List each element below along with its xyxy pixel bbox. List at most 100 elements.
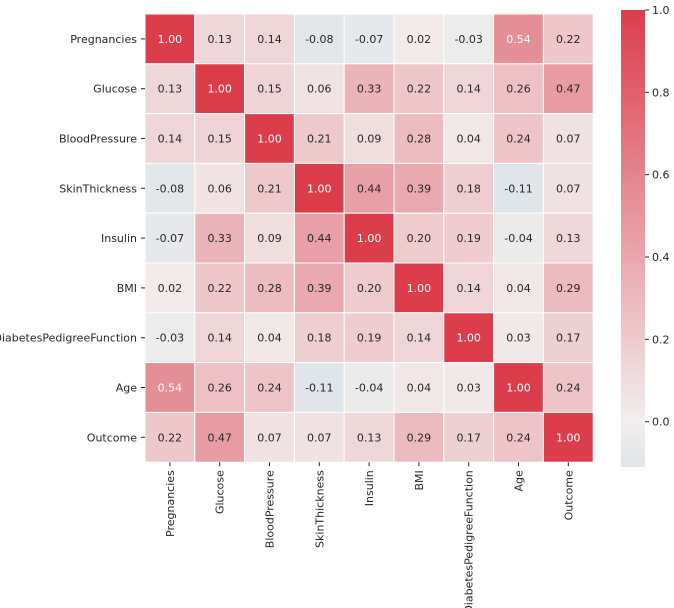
colorbar: 0.0 0.2 0.4 0.6 0.8 1.0	[621, 4, 670, 467]
cell-value-label: 0.22	[158, 431, 183, 444]
heatmap-cell	[144, 212, 196, 264]
cell-value-label: 0.47	[207, 431, 232, 444]
cell-value-label: 0.29	[407, 431, 432, 444]
y-tick-label: Outcome	[87, 431, 137, 444]
heatmap-cell	[343, 113, 395, 164]
x-tick-label: Pregnancies	[164, 470, 177, 537]
cell-value-label: 0.14	[257, 33, 282, 46]
cell-value-label: 0.06	[207, 182, 232, 195]
x-tick-label: Insulin	[363, 470, 376, 506]
cell-value-label: -0.11	[305, 382, 333, 395]
cell-value-label: 0.24	[506, 431, 531, 444]
heatmap-cell	[343, 312, 395, 364]
cell-value-label: 0.02	[407, 33, 432, 46]
x-tick-label: BloodPressure	[264, 470, 277, 548]
heatmap-cell	[144, 362, 196, 413]
heatmap-cell	[493, 262, 544, 314]
cell-value-label: 0.18	[307, 332, 332, 345]
colorbar-tick-label: 0.8	[652, 86, 670, 99]
cell-value-label: -0.11	[504, 182, 532, 195]
y-tick-label: BMI	[117, 282, 137, 295]
y-tick-label: DiabetesPedigreeFunction	[0, 332, 137, 345]
cell-value-label: 1.00	[257, 133, 282, 146]
heatmap-cell	[244, 411, 295, 463]
heatmap-cell	[443, 63, 495, 115]
heatmap-cell	[244, 262, 295, 314]
heatmap-cell	[343, 362, 395, 413]
cell-value-label: 0.47	[556, 83, 581, 96]
y-tick-label: Age	[116, 382, 138, 395]
cell-value-label: 0.24	[556, 382, 581, 395]
cell-value-label: -0.04	[504, 232, 532, 245]
y-tick-label: Insulin	[101, 232, 137, 245]
x-tick-label: Glucose	[214, 470, 227, 514]
cell-value-label: 1.00	[456, 332, 481, 345]
heatmap-cell	[194, 312, 246, 364]
heatmap-cell	[542, 362, 594, 413]
cell-value-label: 0.14	[456, 282, 481, 295]
cell-value-label: 0.07	[307, 431, 332, 444]
heatmap-cell	[393, 13, 445, 65]
heatmap-cell	[393, 362, 445, 413]
cell-value-label: 0.13	[158, 83, 183, 96]
heatmap-cell	[293, 262, 345, 314]
cell-value-label: 0.13	[207, 33, 232, 46]
cell-value-label: 0.17	[456, 431, 481, 444]
x-tick-label: Age	[513, 470, 526, 492]
colorbar-tick-label: 0.0	[652, 416, 670, 429]
x-tick-label: SkinThickness	[313, 470, 326, 548]
cell-value-label: 0.07	[257, 431, 282, 444]
heatmap-cell	[293, 362, 345, 413]
cell-value-label: 0.09	[357, 133, 382, 146]
cell-value-label: 0.28	[257, 282, 282, 295]
heatmap-cell	[194, 13, 246, 65]
cell-value-label: 0.14	[207, 332, 232, 345]
heatmap-cell	[194, 411, 246, 463]
heatmap-cell	[194, 162, 246, 214]
heatmap-cell	[443, 212, 495, 264]
heatmap-cell-labels: 1.00 0.13 0.14 -0.08 -0.07 0.02 -0.03 0.54 0.22 0…	[156, 33, 581, 444]
cell-value-label: 0.04	[257, 332, 282, 345]
colorbar-tick-label: 0.2	[652, 333, 670, 346]
cell-value-label: 1.00	[506, 382, 531, 395]
y-tick-labels: Pregnancies Glucose BloodPressure SkinThick…	[0, 33, 145, 444]
cell-value-label: 0.26	[506, 83, 531, 96]
cell-value-label: 1.00	[307, 182, 332, 195]
colorbar-gradient	[621, 10, 645, 467]
cell-value-label: 0.24	[506, 133, 531, 146]
heatmap-cell	[194, 113, 246, 164]
heatmap-cell	[542, 63, 594, 115]
cell-value-label: -0.07	[156, 232, 184, 245]
cell-value-label: 0.07	[556, 133, 581, 146]
cell-value-label: 0.04	[506, 282, 531, 295]
cell-value-label: 0.19	[456, 232, 481, 245]
heatmap-cell	[393, 212, 445, 264]
y-tick-label: Glucose	[93, 83, 137, 96]
cell-value-label: 0.04	[456, 133, 481, 146]
x-tick-label: BMI	[413, 470, 426, 490]
heatmap-cell	[542, 411, 594, 463]
heatmap-cell	[244, 13, 295, 65]
heatmap-cell	[493, 13, 544, 65]
heatmap-cell	[244, 113, 295, 164]
heatmap-cell	[343, 262, 395, 314]
cell-value-label: 0.33	[207, 232, 232, 245]
cell-value-label: -0.08	[305, 33, 333, 46]
heatmap-cell	[493, 63, 544, 115]
y-tick-label: Pregnancies	[70, 33, 137, 46]
cell-value-label: 0.21	[307, 133, 332, 146]
heatmap-cell	[293, 162, 345, 214]
cell-value-label: 0.22	[207, 282, 232, 295]
cell-value-label: 0.03	[456, 382, 481, 395]
cell-value-label: 0.15	[257, 83, 282, 96]
heatmap-cell	[443, 411, 495, 463]
cell-value-label: 1.00	[357, 232, 382, 245]
cell-value-label: -0.08	[156, 182, 184, 195]
heatmap-cell	[144, 411, 196, 463]
cell-value-label: 1.00	[556, 431, 581, 444]
cell-value-label: 0.44	[357, 182, 382, 195]
cell-value-label: 0.22	[407, 83, 432, 96]
heatmap-cell	[194, 262, 246, 314]
cell-value-label: 0.24	[257, 382, 282, 395]
heatmap-cell	[244, 212, 295, 264]
